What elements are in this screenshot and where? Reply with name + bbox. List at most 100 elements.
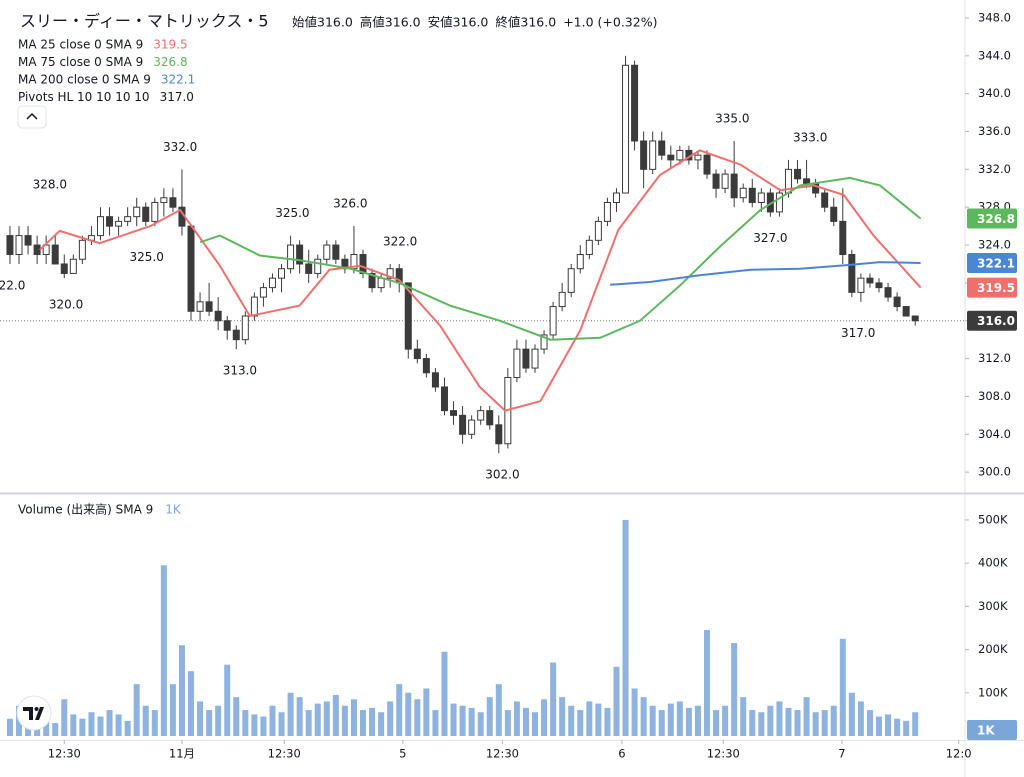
volume-bar <box>495 684 502 736</box>
candle-body <box>332 244 340 260</box>
volume-tick-label: 300K <box>978 599 1008 613</box>
volume-bar <box>568 705 575 736</box>
ohlc-value: +1.0 (+0.32%) <box>563 15 657 30</box>
candle-body <box>142 206 150 222</box>
volume-bar <box>812 712 819 736</box>
volume-bar <box>749 710 756 736</box>
candle-body <box>187 225 195 312</box>
volume-bar <box>188 671 195 736</box>
candle-body <box>640 140 648 170</box>
candle-body <box>413 348 421 360</box>
candle-body <box>875 282 883 289</box>
candle-body <box>757 192 765 203</box>
volume-bar <box>197 701 204 736</box>
candle-body <box>558 291 566 308</box>
volume-bar <box>613 666 620 736</box>
volume-bar <box>622 519 629 736</box>
candle-body <box>323 244 331 260</box>
volume-bar <box>160 565 167 736</box>
candle-body <box>468 419 476 435</box>
candle-body <box>196 301 204 312</box>
volume-bar <box>106 710 113 736</box>
volume-bar <box>97 716 104 736</box>
volume-bar <box>821 710 828 736</box>
volume-bar <box>178 645 185 736</box>
volume-bar <box>477 712 484 736</box>
volume-bar <box>631 688 638 736</box>
y-tick-label: 304.0 <box>978 427 1011 441</box>
pivot-label: 328.0 <box>33 178 67 192</box>
volume-bar <box>396 684 403 736</box>
candle-body <box>513 348 521 379</box>
y-tick-label: 340.0 <box>978 86 1011 100</box>
logo <box>16 695 52 731</box>
candle-body <box>495 424 503 445</box>
x-tick-label: 12:0 <box>946 747 972 761</box>
candle-body <box>821 192 829 208</box>
y-tick-label: 308.0 <box>978 389 1011 403</box>
ohlc-value: 安値316.0 <box>428 15 489 30</box>
volume-legend-value: 1K <box>165 503 182 517</box>
volume-bar <box>486 697 493 736</box>
candle-body <box>585 239 593 256</box>
volume-bar <box>215 705 222 736</box>
volume-bar <box>740 697 747 736</box>
volume-bar <box>848 692 855 736</box>
candle-body <box>250 296 258 317</box>
moving-average-line <box>199 176 922 341</box>
volume-bar <box>640 697 647 736</box>
volume-bar <box>504 710 511 736</box>
volume-bar <box>794 710 801 736</box>
volume-bar <box>52 723 59 736</box>
candle-body <box>576 254 584 270</box>
candle-body <box>223 320 231 331</box>
volume-bar <box>169 684 176 736</box>
volume-bar <box>341 705 348 736</box>
candle-body <box>567 268 575 293</box>
pivot-label: 325.0 <box>129 250 163 264</box>
volume-bar <box>785 707 792 736</box>
volume-bar <box>242 710 249 736</box>
price-badge <box>967 310 1017 331</box>
volume-bar <box>88 712 95 736</box>
candle-body <box>848 254 856 293</box>
candle-body <box>350 254 358 270</box>
candle-body <box>803 178 811 185</box>
volume-bar <box>658 710 665 736</box>
candle-body <box>33 244 41 256</box>
volume-bar <box>115 714 122 736</box>
volume-legend-label: Volume (出来高) SMA 9 <box>18 502 153 517</box>
volume-bar <box>450 703 457 736</box>
volume-bar <box>423 688 430 736</box>
volume-bar <box>350 699 357 736</box>
collapse-button[interactable] <box>17 105 47 129</box>
volume-bar <box>586 701 593 736</box>
volume-bar <box>378 712 385 736</box>
volume-bar <box>387 701 394 736</box>
volume-bar <box>830 705 837 736</box>
candle-body <box>603 201 611 222</box>
volume-bar <box>296 697 303 736</box>
candle-body <box>51 244 59 265</box>
candle-body <box>78 239 86 260</box>
volume-bar <box>803 697 810 736</box>
volume-bar <box>685 707 692 736</box>
pivot-label: 327.0 <box>753 231 787 245</box>
volume-tick-label: 200K <box>978 642 1008 656</box>
candle-body <box>232 329 240 341</box>
candle-body <box>15 235 23 256</box>
candle-body <box>259 287 267 298</box>
volume-bar <box>667 703 674 736</box>
volume-bar <box>713 710 720 736</box>
candle-body <box>649 140 657 170</box>
volume-bar <box>360 710 367 736</box>
x-tick-label: 12:30 <box>486 747 519 761</box>
candle-body <box>703 154 711 175</box>
candle-body <box>305 263 313 274</box>
volume-bar <box>251 714 258 736</box>
pivot-label: 335.0 <box>715 111 749 125</box>
volume-bar <box>704 630 711 736</box>
volume-bar <box>595 703 602 736</box>
